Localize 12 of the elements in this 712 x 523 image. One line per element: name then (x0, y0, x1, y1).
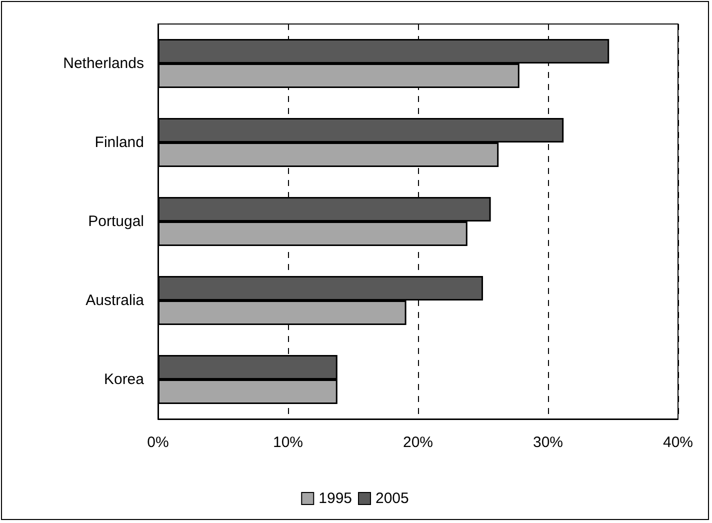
y-tick-label: Korea (104, 371, 145, 388)
x-tick-label: 10% (272, 434, 304, 451)
legend-label: 2005 (376, 490, 409, 507)
x-tick-label: 30% (532, 434, 564, 451)
x-tick-label: 0% (147, 434, 169, 451)
y-tick-label: Finland (94, 134, 144, 151)
x-tick-label: 20% (402, 434, 434, 451)
y-tick-label: Netherlands (63, 55, 144, 72)
y-tick-label: Australia (86, 292, 145, 309)
legend-label: 1995 (318, 490, 352, 507)
x-tick-label: 40% (662, 434, 694, 451)
y-tick-label: Portugal (88, 213, 144, 230)
